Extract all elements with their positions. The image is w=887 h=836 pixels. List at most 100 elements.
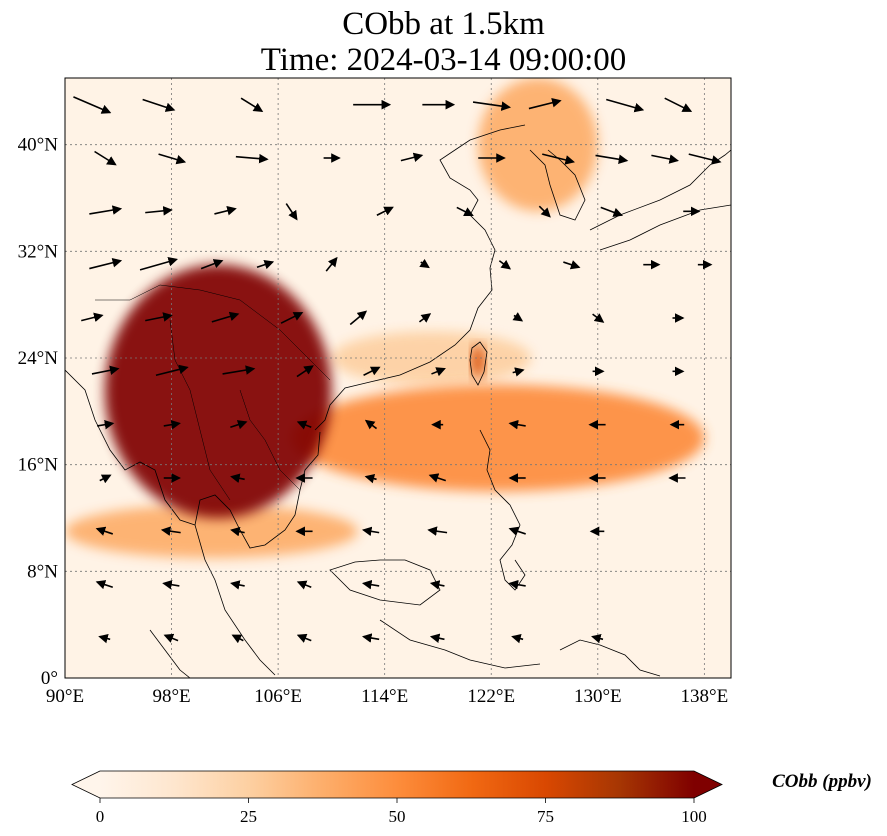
wind-arrow (230, 526, 245, 537)
latitude-tick-label: 24°N (18, 348, 59, 369)
colorbar-max-extension (694, 771, 722, 798)
wind-arrow (472, 101, 512, 111)
colorbar-min-extension (72, 771, 100, 798)
wind-arrow (361, 526, 380, 537)
wind-arrow (606, 98, 645, 113)
longitude-tick-label: 106°E (254, 686, 302, 707)
wind-arrow (139, 257, 178, 271)
colorbar-tick-label: 0 (96, 807, 105, 826)
latitude-tick-label: 8°N (27, 561, 58, 582)
wind-arrow (651, 154, 679, 164)
wind-arrow (230, 580, 245, 590)
wind-arrow (214, 206, 237, 216)
wind-arrow (97, 419, 115, 430)
wind-arrow (231, 634, 244, 644)
wind-arrow (145, 206, 173, 216)
wind-arrow (361, 579, 380, 590)
wind-arrow (99, 474, 112, 484)
wind-arrow (592, 313, 605, 323)
wind-arrow (431, 367, 446, 377)
wind-arrow (688, 153, 722, 165)
colorbar-tick-label: 100 (681, 807, 707, 826)
wind-arrow (428, 473, 447, 483)
wind-arrow (664, 97, 693, 112)
colorbar-title: CObb (ppbv) (772, 771, 872, 792)
longitude-tick-label: 98°E (152, 686, 190, 707)
wind-arrow (163, 633, 179, 643)
plume-region (65, 504, 359, 558)
concentration-field (65, 78, 705, 558)
wind-arrow (296, 365, 314, 378)
wind-arrow (142, 98, 176, 112)
colorbar-tick-label: 75 (537, 807, 554, 826)
wind-arrow (162, 579, 180, 590)
wind-arrow (363, 366, 381, 376)
wind-arrow (512, 312, 524, 322)
wind-arrow (361, 633, 380, 643)
wind-arrow (364, 419, 378, 430)
wind-arrow (349, 310, 368, 326)
wind-arrow (89, 258, 123, 270)
wind-arrow (163, 419, 181, 430)
wind-arrow (364, 473, 377, 484)
wind-arrow (256, 260, 275, 270)
wind-arrow (95, 580, 114, 590)
colorbar-body (100, 771, 694, 798)
wind-arrow (595, 154, 629, 165)
latitude-tick-label: 16°N (18, 455, 59, 476)
wind-arrow (400, 152, 424, 162)
map-title-line2: Time: 2024-03-14 09:00:00 (260, 42, 627, 78)
wind-arrow (538, 205, 551, 218)
plume-region (477, 78, 598, 212)
wind-arrow (528, 98, 562, 110)
wind-arrow (508, 579, 526, 590)
wind-arrow (542, 153, 575, 165)
axis-tick-labels: 90°E 98°E 106°E 114°E 122°E 130°E 138°E 0° 8°N 16… (18, 135, 729, 707)
wind-arrow (429, 580, 445, 590)
wind-arrow (419, 258, 430, 269)
wind-arrow (285, 203, 298, 221)
wind-arrow (240, 97, 264, 113)
gridlines (65, 78, 731, 678)
wind-arrow (230, 473, 245, 483)
longitude-tick-label: 138°E (681, 686, 729, 707)
wind-arrow (512, 367, 525, 377)
wind-arrow (418, 313, 432, 323)
coastlines (65, 124, 731, 678)
wind-arrow (73, 96, 112, 114)
wind-arrow (160, 526, 181, 536)
wind-arrow (211, 311, 240, 323)
wind-arrow (296, 420, 312, 430)
wind-arrow (230, 420, 248, 430)
colorbar-tick-label: 25 (240, 807, 257, 826)
colorbar: 0 25 50 75 100 CObb (ppbv) (71, 770, 872, 826)
wind-arrow (508, 526, 526, 536)
wind-arrow (427, 526, 448, 536)
wind-arrow (376, 206, 394, 216)
wind-arrow (511, 633, 524, 644)
wind-arrow (89, 205, 123, 215)
wind-arrow (429, 633, 445, 643)
latitude-tick-label: 32°N (18, 241, 59, 262)
colorbar-ticks: 0 25 50 75 100 (96, 798, 707, 826)
wind-arrow (200, 259, 224, 270)
map-frame (64, 77, 732, 679)
wind-arrow (222, 365, 256, 375)
wind-arrow (296, 580, 312, 590)
wind-vectors (73, 96, 722, 644)
plume-region (471, 344, 485, 379)
wind-arrow (145, 312, 173, 322)
longitude-tick-label: 130°E (574, 686, 622, 707)
wind-arrow (563, 260, 581, 270)
wind-arrow (600, 206, 624, 217)
colorbar-tick-label: 50 (389, 807, 406, 826)
plume-region (104, 264, 332, 518)
wind-arrow (94, 150, 117, 166)
wind-arrow (235, 153, 269, 164)
wind-arrow (591, 633, 604, 644)
wind-arrow (95, 526, 114, 536)
longitude-tick-label: 122°E (467, 686, 515, 707)
latitude-tick-label: 40°N (18, 135, 59, 156)
wind-arrow (498, 259, 512, 270)
